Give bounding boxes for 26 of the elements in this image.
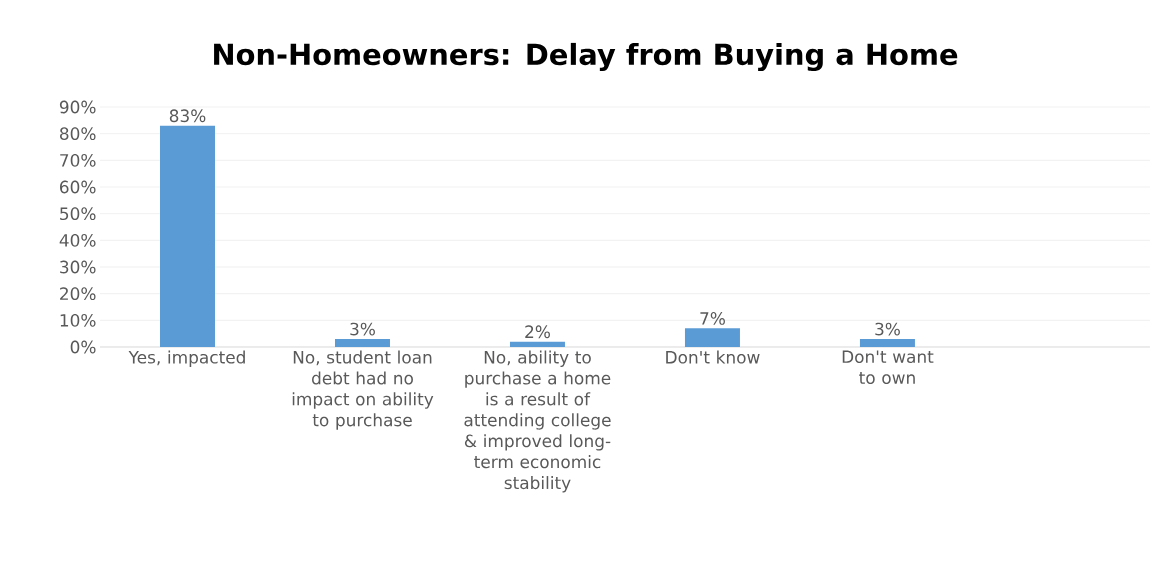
chart-title: Non-Homeowners: Delay from Buying a Home (214, 42, 958, 72)
y-tick-label: 40% (59, 233, 96, 247)
y-tick-label: 80% (59, 127, 96, 141)
y-tick-label: 0% (70, 340, 96, 354)
y-tick-label: 30% (60, 260, 96, 274)
data-label: 3% (350, 322, 375, 336)
y-tick-label: 90% (59, 100, 96, 114)
bar (509, 341, 565, 347)
x-tick-label: Don't know (666, 350, 760, 364)
y-tick-label: 10% (60, 313, 96, 327)
data-label: 7% (700, 311, 725, 325)
y-tick-label: 50% (60, 207, 96, 221)
y-tick-label: 70% (60, 153, 96, 167)
bar (160, 125, 215, 347)
data-label: 3% (875, 322, 900, 336)
y-tick-label: 60% (60, 180, 96, 194)
y-tick-label: 20% (60, 287, 96, 301)
x-tick-label: No, student loan debt had no impact on ability to purchase (292, 350, 434, 430)
bar (859, 339, 915, 347)
x-tick-label: No, ability to purchase a home is a result of attending college & improved long-term economic stability (464, 350, 611, 493)
data-label: 83% (169, 109, 206, 123)
x-tick-label: Don't want to own (842, 350, 934, 385)
bar (684, 328, 740, 347)
data-label: 2% (525, 325, 550, 339)
x-tick-label: Yes, impacted (128, 350, 245, 367)
bar (334, 339, 390, 347)
